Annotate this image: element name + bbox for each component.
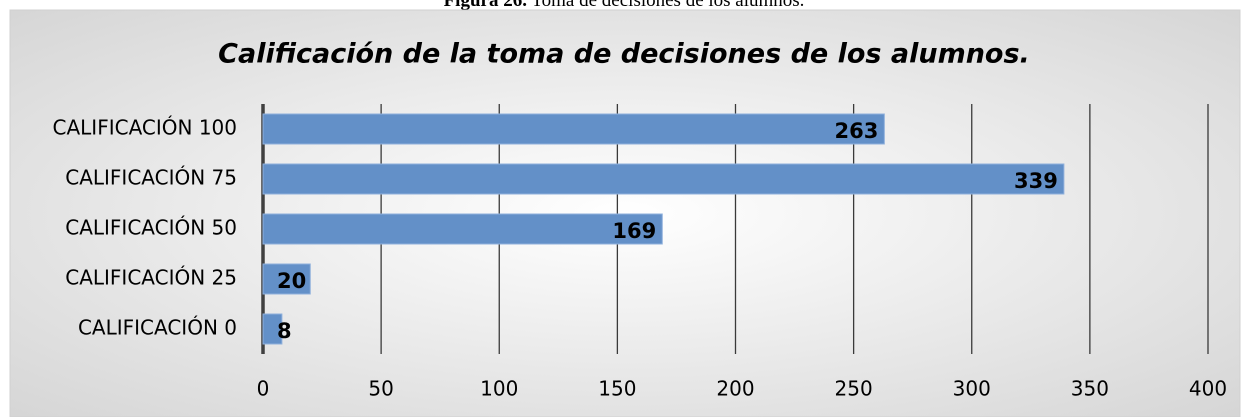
- data-label: 169: [612, 219, 656, 243]
- y-tick-label: CALIFICACIÓN 75: [65, 166, 237, 190]
- x-tick-label: 250: [835, 377, 873, 401]
- bar: [262, 313, 283, 345]
- caption: Figura 26. Toma de decisiones de los alu…: [444, 0, 805, 11]
- bar: [262, 113, 885, 145]
- x-tick-label: 400: [1189, 377, 1227, 401]
- y-tick-label: CALIFICACIÓN 25: [65, 266, 237, 290]
- x-tick-label: 150: [598, 377, 636, 401]
- data-label: 8: [277, 319, 292, 343]
- x-tick-label: 50: [368, 377, 393, 401]
- y-tick-label: CALIFICACIÓN 50: [65, 216, 237, 240]
- y-tick-label: CALIFICACIÓN 100: [53, 116, 237, 140]
- data-label: 339: [1014, 169, 1058, 193]
- caption-text: Toma de decisiones de los alumnos.: [531, 0, 804, 11]
- x-tick-label: 200: [716, 377, 754, 401]
- bar: [262, 163, 1065, 195]
- bar: [262, 263, 311, 295]
- x-tick-label: 100: [480, 377, 518, 401]
- x-tick-label: 350: [1071, 377, 1109, 401]
- y-tick-label: CALIFICACIÓN 0: [78, 316, 237, 340]
- x-tick-label: 300: [953, 377, 991, 401]
- bar: [262, 213, 663, 245]
- caption-label: Figura 26.: [444, 0, 527, 11]
- data-label: 20: [277, 269, 306, 293]
- chart-title: Calificación de la toma de decisiones de…: [218, 39, 1030, 70]
- data-label: 263: [834, 119, 878, 143]
- x-tick-label: 0: [257, 377, 270, 401]
